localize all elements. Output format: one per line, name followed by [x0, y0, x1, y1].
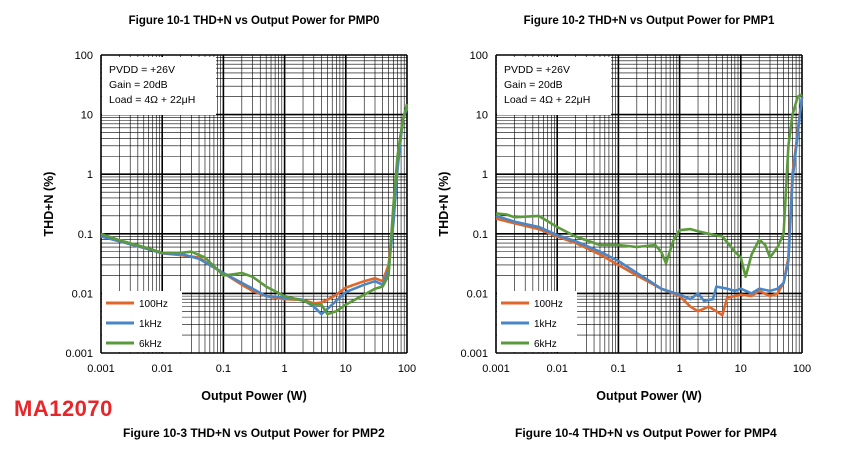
x-tick-label: 100	[398, 363, 416, 375]
y-tick-label: 0.01	[72, 288, 93, 300]
annotation-box: PVDD = +26V Gain = 20dB Load = 4Ω + 22μH	[497, 57, 611, 115]
legend-label: 6kHz	[139, 339, 162, 350]
caption-right: Figure 10-4 THD+N vs Output Power for PM…	[515, 426, 777, 440]
y-tick-label: 0.1	[78, 229, 93, 241]
legend-label: 6kHz	[534, 339, 557, 350]
y-axis-label: THD+N (%)	[42, 172, 56, 237]
series-line-100Hz	[495, 96, 804, 317]
annotation-text: PVDD = +26V	[109, 64, 175, 76]
annotation-text: Load = 4Ω + 22μH	[109, 94, 195, 106]
y-tick-label: 1	[482, 169, 488, 181]
y-tick-label: 0.001	[65, 348, 93, 360]
chart-2: Figure 10-2 THD+N vs Output Power for PM…	[437, 15, 811, 403]
y-tick-label: 100	[470, 50, 488, 62]
annotation-text: Gain = 20dB	[504, 79, 563, 91]
brand-label: MA12070	[14, 396, 113, 421]
chart-title: Figure 10-1 THD+N vs Output Power for PM…	[129, 15, 380, 27]
x-tick-label: 0.01	[546, 363, 567, 375]
y-tick-label: 0.1	[473, 229, 488, 241]
x-tick-label: 0.01	[151, 363, 172, 375]
x-tick-label: 1	[677, 363, 683, 375]
annotation-text: Gain = 20dB	[109, 79, 168, 91]
x-axis-label: Output Power (W)	[596, 389, 702, 403]
annotation-background	[497, 57, 611, 115]
y-tick-label: 100	[75, 50, 93, 62]
x-axis-label: Output Power (W)	[201, 389, 307, 403]
series-line-1kHz	[495, 96, 804, 303]
x-tick-label: 10	[340, 363, 352, 375]
y-tick-label: 0.01	[467, 288, 488, 300]
x-tick-label: 0.1	[216, 363, 231, 375]
series-line-6kHz	[100, 103, 409, 316]
legend-label: 100Hz	[534, 299, 563, 310]
x-tick-label: 0.001	[87, 363, 115, 375]
legend: 100Hz 1kHz 6kHz	[497, 291, 577, 352]
chart-1: Figure 10-1 THD+N vs Output Power for PM…	[42, 15, 416, 403]
caption-left: Figure 10-3 THD+N vs Output Power for PM…	[123, 426, 385, 440]
annotation-text: PVDD = +26V	[504, 64, 570, 76]
grid	[495, 54, 803, 354]
series-line-6kHz	[495, 93, 803, 279]
legend-label: 1kHz	[139, 319, 162, 330]
y-axis-label: THD+N (%)	[437, 172, 451, 237]
x-tick-label: 100	[793, 363, 811, 375]
annotation-background	[102, 57, 216, 115]
x-tick-label: 0.1	[611, 363, 626, 375]
y-tick-label: 10	[81, 110, 93, 122]
legend-label: 100Hz	[139, 299, 168, 310]
x-tick-label: 1	[282, 363, 288, 375]
chart-title: Figure 10-2 THD+N vs Output Power for PM…	[524, 15, 775, 27]
x-tick-label: 0.001	[482, 363, 510, 375]
x-tick-label: 10	[735, 363, 747, 375]
legend-label: 1kHz	[534, 319, 557, 330]
annotation-text: Load = 4Ω + 22μH	[504, 94, 590, 106]
legend: 100Hz 1kHz 6kHz	[102, 291, 182, 352]
y-tick-label: 1	[87, 169, 93, 181]
annotation-box: PVDD = +26V Gain = 20dB Load = 4Ω + 22μH	[102, 57, 216, 115]
y-tick-label: 10	[476, 110, 488, 122]
y-tick-label: 0.001	[460, 348, 488, 360]
